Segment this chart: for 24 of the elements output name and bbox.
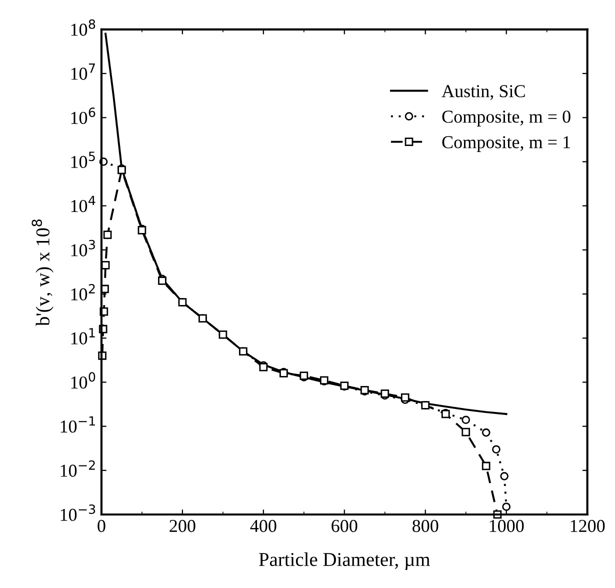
y-tick-label: 10$^{−3}$ [60,504,96,521]
y-tick-label: 10$^{6}$ [71,108,96,124]
y-tick-label: 10$^{1}$ [71,328,95,344]
y-tick-label: 10$^{4}$ [71,196,96,212]
legend-label: Composite, m = 1 [442,136,570,152]
y-tick-label: 10$^{8}$ [71,19,96,36]
y-tick-label: 10$^{−1}$ [60,416,95,433]
y-tick-label: 10$^{5}$ [71,152,95,168]
legend-label: Composite, m = 0 [442,110,570,126]
x-tick-label: 800 [412,520,438,532]
x-tick-label: 1200 [570,520,605,532]
y-tick-label: 10$^{0}$ [71,372,96,389]
x-tick-label: 600 [332,520,358,532]
y-axis-title: b'(v, w) x 10$^{8}$ [32,220,54,326]
y-tick-label: 10$^{2}$ [71,284,95,300]
y-tick-label: 10$^{3}$ [71,240,95,256]
x-tick-label: 200 [170,520,196,532]
x-tick-label: 400 [250,520,276,532]
x-axis-title: Particle Diameter, µm [259,552,430,570]
y-tick-label: 10$^{7}$ [71,64,95,80]
y-tick-label: 10$^{−2}$ [60,460,95,477]
x-tick-label: 1000 [490,520,524,532]
x-tick-label: 0 [98,520,106,532]
legend-label: Austin, SiC [442,85,525,100]
